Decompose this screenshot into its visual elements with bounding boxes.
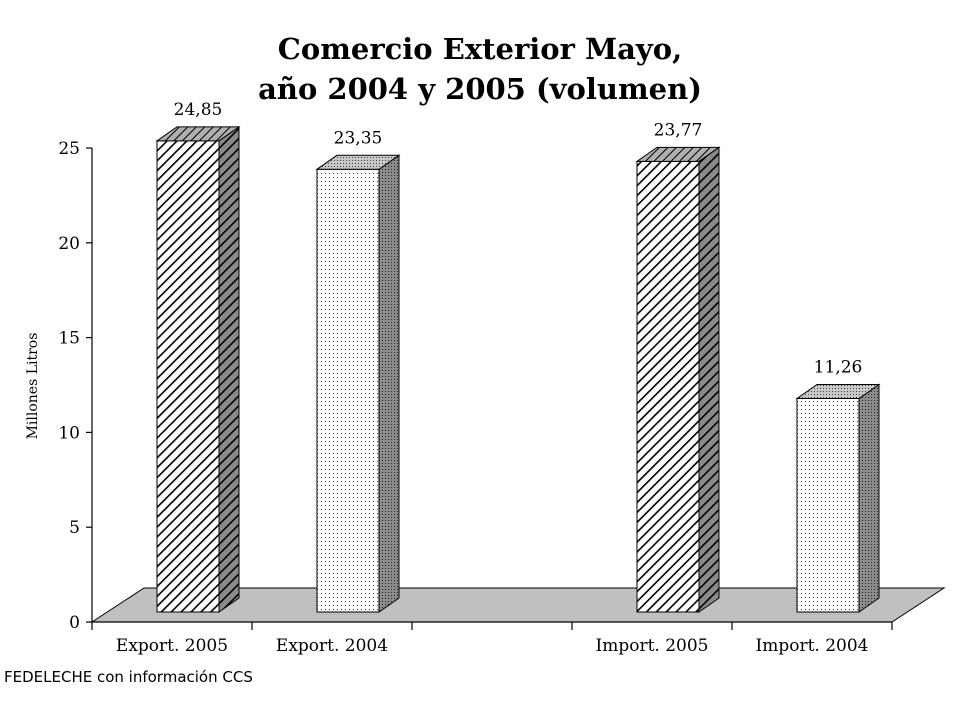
y-tick-label: 15 xyxy=(58,329,80,349)
bar-top xyxy=(155,126,241,142)
chart-title-line1: Comercio Exterior Mayo, xyxy=(277,32,683,66)
x-tick-label: Export. 2004 xyxy=(276,636,388,656)
x-tick-label: Import. 2004 xyxy=(756,636,869,656)
bar-side xyxy=(858,383,880,613)
y-tick-label: 10 xyxy=(58,423,80,443)
bar-front xyxy=(156,140,220,613)
bar-top xyxy=(315,154,401,170)
bar-front xyxy=(636,160,700,613)
data-label: 11,26 xyxy=(814,358,863,378)
bar xyxy=(635,146,721,613)
bar xyxy=(155,125,241,613)
data-label: 23,77 xyxy=(654,120,703,140)
y-tick-label: 0 xyxy=(69,613,80,633)
y-tick-label: 5 xyxy=(69,518,80,538)
bar-top xyxy=(635,146,721,162)
data-label: 23,35 xyxy=(334,128,383,148)
y-tick-label: 20 xyxy=(58,234,80,254)
bar-front xyxy=(316,168,380,613)
bar xyxy=(315,154,401,613)
source-note: FEDELECHE con información CCS xyxy=(4,668,253,686)
y-tick-label: 25 xyxy=(58,139,80,159)
x-tick-label: Import. 2005 xyxy=(596,636,709,656)
bar-front xyxy=(796,398,860,613)
chart-title-line2: año 2004 y 2005 (volumen) xyxy=(258,72,702,106)
bar-top xyxy=(795,384,881,400)
x-tick-label: Export. 2005 xyxy=(116,636,228,656)
bar-side xyxy=(698,146,720,613)
bar-side xyxy=(378,154,400,613)
bar xyxy=(795,383,881,613)
bar-side xyxy=(218,125,240,613)
data-label: 24,85 xyxy=(174,100,223,120)
